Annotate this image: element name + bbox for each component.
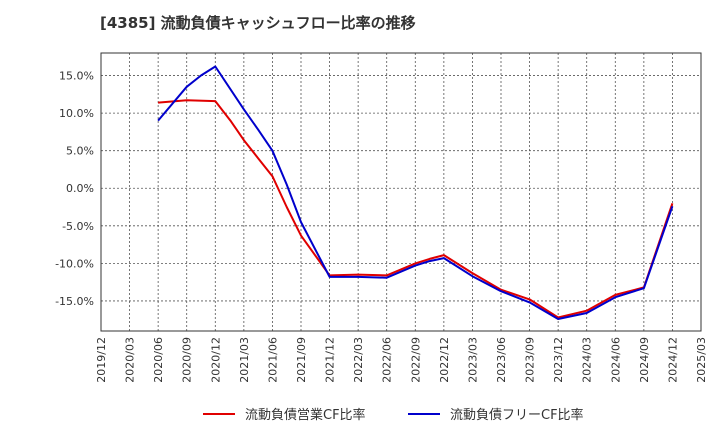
legend-item-free-cf: 流動負債フリーCF比率 — [408, 404, 584, 423]
x-tick-label: 2020/09 — [181, 337, 194, 383]
x-tick-label: 2020/06 — [152, 337, 165, 383]
y-tick-label: -10.0% — [55, 257, 94, 270]
legend: 流動負債営業CF比率 流動負債フリーCF比率 — [0, 404, 720, 428]
y-tick-label: -5.0% — [62, 220, 94, 233]
x-tick-label: 2022/06 — [381, 337, 394, 383]
series-lines — [157, 65, 674, 320]
x-tick-label: 2019/12 — [95, 337, 108, 383]
plot-border — [100, 52, 702, 332]
legend-label-free-cf: 流動負債フリーCF比率 — [450, 408, 584, 423]
x-tick-label: 2021/12 — [324, 337, 337, 383]
legend-swatch-operating-cf — [203, 412, 235, 415]
horizontal-gridlines — [101, 75, 701, 302]
x-tick-label: 2024/12 — [666, 337, 679, 383]
x-tick-label: 2022/09 — [409, 337, 422, 383]
x-tick-label: 2023/06 — [495, 337, 508, 383]
x-tick-label: 2021/03 — [238, 337, 251, 383]
plot-area — [101, 53, 701, 331]
x-tick-label: 2023/03 — [466, 337, 479, 383]
x-tick-label: 2022/03 — [352, 337, 365, 383]
x-tick-label: 2024/06 — [609, 337, 622, 383]
y-tick-label: 5.0% — [66, 145, 94, 158]
x-tick-label: 2021/06 — [266, 337, 279, 383]
x-tick-label: 2022/12 — [438, 337, 451, 383]
series-line-operating-cf — [158, 99, 674, 319]
y-tick-label: 15.0% — [59, 70, 94, 83]
x-tick-label: 2021/09 — [295, 337, 308, 383]
legend-item-operating-cf: 流動負債営業CF比率 — [203, 404, 366, 423]
y-tick-label: 0.0% — [66, 182, 94, 195]
legend-swatch-free-cf — [408, 412, 440, 415]
legend-label-operating-cf: 流動負債営業CF比率 — [245, 408, 366, 423]
x-tick-label: 2020/12 — [209, 337, 222, 383]
y-tick-label: -15.0% — [55, 295, 94, 308]
x-axis-labels: 2019/12 2020/03 2020/06 2020/09 2020/12 2021/… — [95, 337, 708, 383]
x-tick-label: 2024/03 — [581, 337, 594, 383]
x-tick-label: 2023/12 — [552, 337, 565, 383]
x-tick-label: 2024/09 — [638, 337, 651, 383]
x-tick-label: 2023/09 — [524, 337, 537, 383]
chart-title: [4385] 流動負債キャッシュフロー比率の推移 — [100, 14, 416, 32]
series-line-free-cf — [157, 65, 674, 320]
x-tick-label: 2020/03 — [124, 337, 137, 383]
y-axis-labels: 15.0% 10.0% 5.0% 0.0% -5.0% -10.0% -15.0% — [55, 70, 94, 308]
y-tick-label: 10.0% — [59, 107, 94, 120]
x-tick-label: 2025/03 — [695, 337, 708, 383]
